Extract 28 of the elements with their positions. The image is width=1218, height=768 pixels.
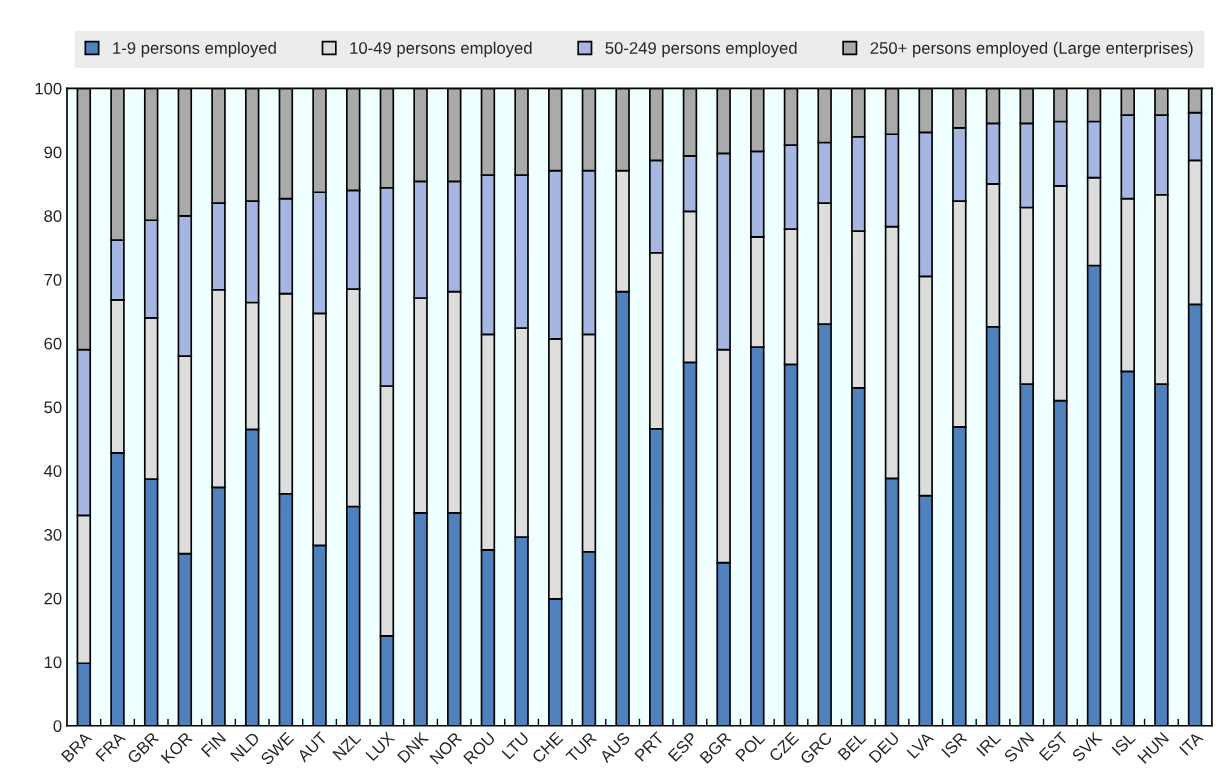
y-tick-label: 50 [44, 401, 62, 414]
y-tick-label: 70 [44, 273, 62, 286]
legend-label: 10-49 persons employed [350, 41, 532, 58]
x-tick-label: POL [735, 731, 766, 762]
x-tick-label: CZE [768, 731, 800, 763]
y-tick-label: 20 [44, 592, 62, 605]
y-tick-label: 60 [44, 337, 62, 350]
y-tick-label: 80 [44, 210, 62, 223]
x-tick-label: BEL [837, 731, 867, 761]
legend-label: 250+ persons employed (Large enterprises) [870, 41, 1193, 58]
x-tick-label: NZL [332, 731, 362, 761]
x-tick-label: FRA [95, 731, 127, 762]
y-tick-label: 10 [44, 656, 62, 669]
legend-label: 1-9 persons employed [113, 41, 276, 58]
x-tick-label: ISR [941, 731, 968, 758]
legend-label: 50-249 persons employed [605, 41, 797, 58]
y-tick-label: 100 [35, 82, 62, 95]
x-tick-label: FIN [200, 732, 227, 758]
y-tick-label: 90 [44, 146, 62, 159]
x-tick-label: TUR [565, 731, 598, 764]
y-tick-label: 0 [53, 720, 62, 732]
x-tick-label: IRL [976, 731, 1002, 757]
y-tick-label: 40 [43, 465, 62, 477]
x-tick-label: ITA [1179, 731, 1204, 756]
x-tick-label: LTU [501, 731, 530, 760]
y-tick-label: 30 [44, 528, 62, 541]
x-tick-label: ISL [1111, 731, 1136, 756]
x-tick-label: LVA [906, 731, 935, 759]
